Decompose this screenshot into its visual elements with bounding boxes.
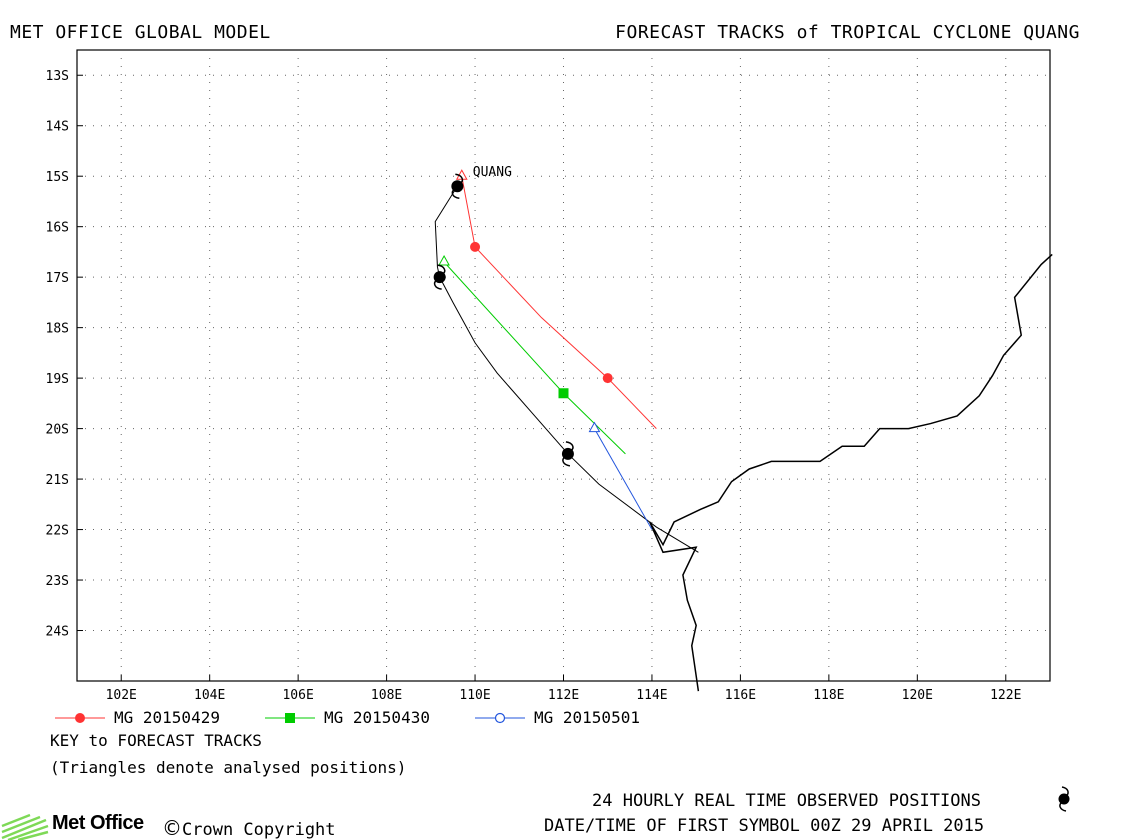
lat-tick-label: 15S — [46, 170, 69, 185]
observed-positions-label: 24 HOURLY REAL TIME OBSERVED POSITIONS — [592, 791, 981, 811]
observed-cyclone-symbol — [433, 271, 446, 284]
lat-tick-label: 17S — [46, 271, 69, 286]
legend-marker-green-square — [265, 713, 315, 723]
lon-tick-label: 112E — [548, 688, 579, 703]
lat-tick-label: 22S — [46, 524, 69, 539]
lon-tick-label: 104E — [194, 688, 225, 703]
header-left-title: MET OFFICE GLOBAL MODEL — [10, 22, 271, 43]
legend-marker-blue-open-circle — [475, 712, 525, 724]
forecast-marker-circle — [602, 373, 613, 384]
copyright-symbol: © — [162, 816, 182, 840]
forecast-marker-square — [558, 388, 569, 399]
lat-tick-label: 20S — [46, 423, 69, 438]
observed-cyclone-symbol — [451, 180, 464, 193]
lon-tick-label: 118E — [813, 688, 844, 703]
legend-marker-red-circle — [55, 713, 105, 723]
lon-tick-label: 106E — [282, 688, 313, 703]
lon-tick-label: 108E — [371, 688, 402, 703]
coastline — [649, 253, 1053, 692]
forecast-track-line — [594, 428, 653, 530]
storm-name-label: QUANG — [473, 165, 512, 180]
analysed-position-triangle — [438, 254, 450, 266]
met-office-logo-text: Met Office — [52, 812, 144, 834]
lat-tick-label: 24S — [46, 625, 69, 640]
triangles-note: (Triangles denote analysed positions) — [50, 758, 407, 777]
lat-tick-label: 19S — [46, 372, 69, 387]
forecast-track-map: 102E 104E 106E 108E 110E 112E 114E 116E 118E 120E… — [46, 49, 1053, 703]
lat-tick-label: 16S — [46, 221, 69, 236]
observed-track — [434, 186, 699, 553]
lat-tick-label: 23S — [46, 574, 69, 589]
legend-label: MG 20150429 — [114, 708, 220, 727]
first-symbol-datetime: DATE/TIME OF FIRST SYMBOL 00Z 29 APRIL 2… — [544, 816, 985, 836]
lon-tick-label: 122E — [990, 688, 1021, 703]
lon-tick-label: 120E — [902, 688, 933, 703]
lat-tick-label: 18S — [46, 322, 69, 337]
lat-tick-label: 21S — [46, 473, 69, 488]
legend-label: MG 20150430 — [324, 708, 430, 727]
key-to-forecast-tracks: KEY to FORECAST TRACKS — [50, 731, 262, 750]
forecast-track-line — [461, 176, 657, 429]
cyclone-symbol-icon — [1058, 786, 1070, 812]
lon-tick-label: 114E — [636, 688, 667, 703]
lat-tick-label: 14S — [46, 120, 69, 135]
observed-cyclone-symbol — [561, 447, 574, 460]
analysed-position-triangle — [588, 421, 601, 433]
lon-tick-label: 110E — [459, 688, 490, 703]
lat-tick-label: 13S — [46, 69, 69, 84]
lon-tick-label: 116E — [725, 688, 756, 703]
forecast-track-line — [443, 261, 626, 455]
header-right-title: FORECAST TRACKS of TROPICAL CYCLONE QUAN… — [615, 22, 1080, 43]
copyright-text: Crown Copyright — [182, 820, 336, 840]
forecast-marker-circle — [470, 241, 481, 252]
lon-tick-label: 102E — [106, 688, 137, 703]
met-office-logo-icon — [1, 813, 49, 840]
legend-label: MG 20150501 — [534, 708, 640, 727]
crown-copyright: ©Crown Copyright — [162, 816, 336, 840]
